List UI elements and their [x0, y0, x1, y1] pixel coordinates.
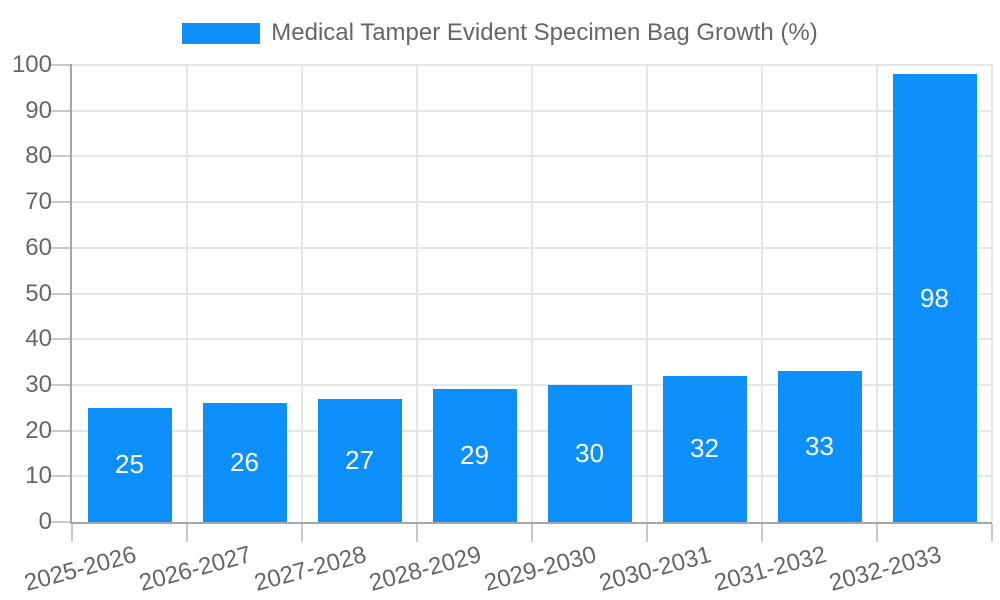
y-tick [50, 383, 70, 386]
x-tick [876, 524, 878, 542]
bar[interactable]: 25 [87, 407, 172, 522]
y-tick [50, 201, 70, 204]
x-tick [646, 524, 648, 542]
x-tick-label: 2025-2026 [21, 541, 139, 597]
x-tick [991, 524, 993, 542]
y-tick [50, 429, 70, 432]
y-tick [50, 64, 70, 66]
y-tick [50, 109, 70, 112]
bar-value-label: 32 [690, 433, 719, 464]
x-tick-label: 2026-2027 [136, 541, 254, 597]
x-tick [186, 524, 188, 542]
x-tick-label: 2029-2030 [481, 541, 599, 597]
y-tick-label: 70 [25, 188, 52, 216]
x-axis-line [70, 522, 992, 524]
bar-value-label: 29 [460, 440, 489, 471]
x-tick-label: 2032-2033 [826, 541, 944, 597]
v-gridline [301, 65, 303, 522]
y-axis-line [70, 64, 72, 523]
legend-label: Medical Tamper Evident Specimen Bag Grow… [271, 19, 818, 46]
v-gridline [646, 65, 648, 522]
v-gridline [186, 65, 188, 522]
legend-swatch-icon [182, 22, 261, 44]
bar[interactable]: 29 [432, 389, 517, 522]
x-tick-label: 2028-2029 [366, 541, 484, 597]
plot-area: 25 26 27 29 30 32 33 98 [72, 64, 993, 522]
v-gridline [761, 65, 763, 522]
bar[interactable]: 27 [317, 398, 402, 522]
y-tick [50, 246, 70, 249]
y-tick-label: 10 [25, 462, 52, 490]
bar-value-label: 27 [345, 444, 374, 475]
x-tick [71, 524, 73, 542]
v-gridline [416, 65, 418, 522]
y-tick-label: 20 [25, 416, 52, 444]
y-tick-label: 60 [25, 233, 52, 261]
bar-value-label: 26 [230, 447, 259, 478]
x-tick-label: 2027-2028 [251, 541, 369, 597]
y-tick [50, 338, 70, 341]
x-tick-label: 2031-2032 [711, 541, 829, 597]
y-tick-label: 40 [25, 325, 52, 353]
y-tick-label: 0 [38, 508, 52, 535]
bar[interactable]: 32 [662, 375, 747, 522]
v-gridline [531, 65, 533, 522]
bar[interactable]: 33 [777, 371, 862, 522]
y-tick [50, 521, 70, 523]
y-tick-label: 80 [25, 142, 52, 170]
y-tick [50, 292, 70, 295]
bar-value-label: 33 [805, 431, 834, 462]
x-tick [761, 524, 763, 542]
v-gridline [876, 65, 878, 522]
y-tick-label: 90 [25, 96, 52, 124]
bar-value-label: 98 [920, 282, 949, 313]
v-gridline [991, 65, 993, 522]
y-tick-label: 30 [25, 370, 52, 398]
x-tick-label: 2030-2031 [596, 541, 714, 597]
bar[interactable]: 26 [202, 403, 287, 522]
y-tick-label: 100 [11, 51, 52, 78]
y-tick [50, 475, 70, 478]
bar-value-label: 30 [575, 437, 604, 468]
y-tick-label: 50 [25, 279, 52, 307]
bar[interactable]: 30 [547, 384, 632, 522]
legend[interactable]: Medical Tamper Evident Specimen Bag Grow… [0, 19, 1000, 47]
bar[interactable]: 98 [892, 74, 977, 522]
bar-value-label: 25 [115, 449, 144, 480]
y-tick [50, 155, 70, 158]
x-tick [416, 524, 418, 542]
x-tick [301, 524, 303, 542]
x-tick [531, 524, 533, 542]
